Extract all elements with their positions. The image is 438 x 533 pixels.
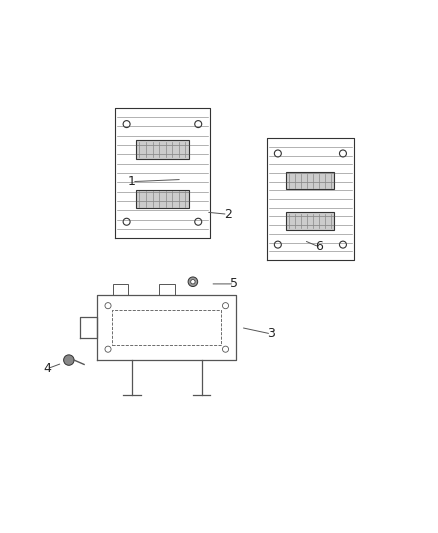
Text: 6: 6: [315, 240, 323, 253]
Circle shape: [191, 279, 195, 284]
FancyBboxPatch shape: [136, 190, 189, 208]
Text: 3: 3: [267, 327, 275, 341]
Circle shape: [64, 355, 74, 365]
FancyBboxPatch shape: [286, 213, 334, 230]
Text: 2: 2: [224, 208, 232, 221]
Text: 5: 5: [230, 277, 238, 290]
Text: 1: 1: [128, 175, 136, 188]
Circle shape: [188, 277, 198, 287]
Text: 4: 4: [43, 362, 51, 375]
FancyBboxPatch shape: [286, 172, 334, 189]
FancyBboxPatch shape: [136, 140, 189, 158]
